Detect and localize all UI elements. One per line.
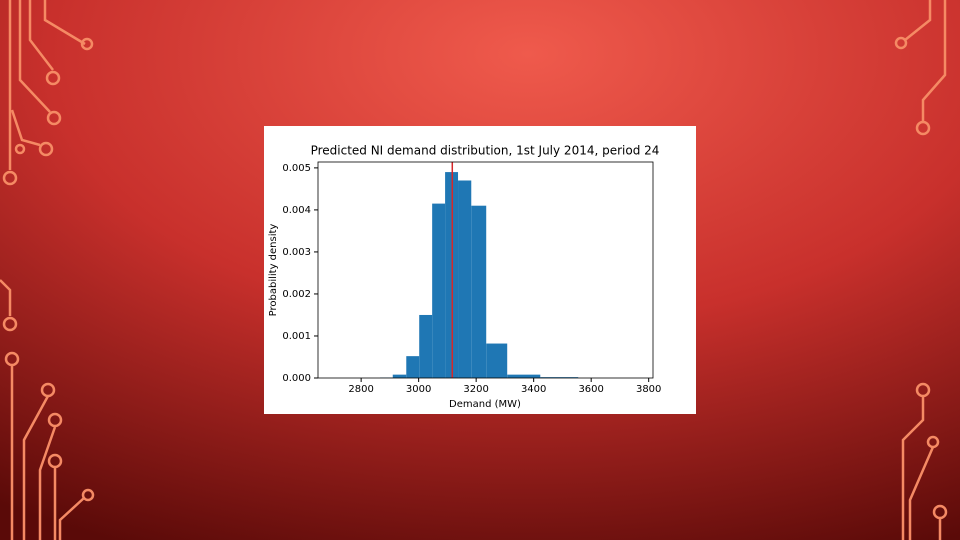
x-tick-label: 3600 bbox=[578, 384, 603, 395]
x-axis-label: Demand (MW) bbox=[449, 399, 521, 410]
y-tick-label: 0.001 bbox=[282, 331, 311, 342]
x-tick-label: 3200 bbox=[463, 384, 488, 395]
bar bbox=[419, 314, 433, 378]
y-tick-label: 0.005 bbox=[282, 163, 311, 174]
bar bbox=[471, 205, 487, 378]
y-tick-label: 0.004 bbox=[282, 205, 311, 216]
chart-title: Predicted NI demand distribution, 1st Ju… bbox=[311, 144, 660, 158]
x-tick-label: 3400 bbox=[521, 384, 546, 395]
bar bbox=[486, 343, 508, 378]
bar bbox=[432, 203, 446, 378]
x-tick-label: 3800 bbox=[636, 384, 661, 395]
bar bbox=[458, 180, 472, 378]
bar bbox=[392, 374, 407, 378]
plot-frame bbox=[317, 161, 654, 379]
y-tick-label: 0.002 bbox=[282, 289, 311, 300]
x-tick-label: 2800 bbox=[348, 384, 373, 395]
bar bbox=[406, 356, 420, 378]
y-axis-label: Probability density bbox=[268, 224, 279, 317]
x-tick-label: 3000 bbox=[406, 384, 431, 395]
bar bbox=[507, 374, 541, 378]
y-tick-label: 0.003 bbox=[282, 247, 311, 258]
bar bbox=[540, 377, 579, 378]
y-tick-label: 0.000 bbox=[282, 373, 311, 384]
